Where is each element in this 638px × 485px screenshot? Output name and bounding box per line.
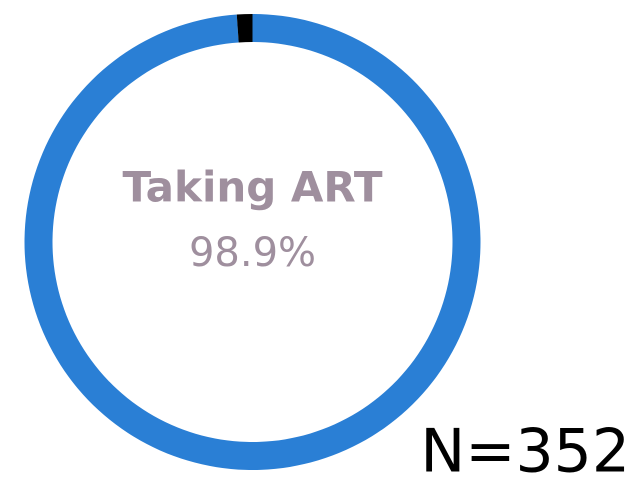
- center-label: Taking ART: [122, 163, 382, 212]
- center-value: 98.9%: [189, 230, 316, 276]
- sample-size: N=352: [420, 417, 630, 485]
- donut-segment: [236, 14, 253, 43]
